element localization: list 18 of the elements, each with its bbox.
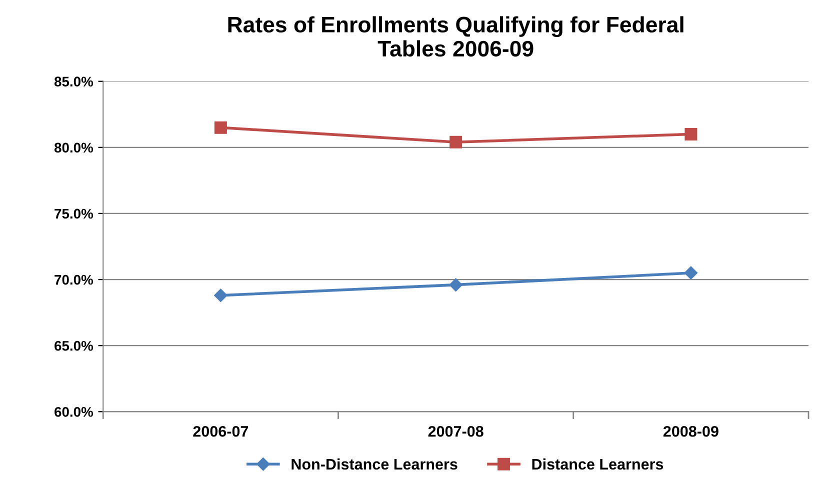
x-tick-label: 2006-07 xyxy=(193,426,248,437)
point xyxy=(214,288,228,302)
y-tick-label: 70.0% xyxy=(54,274,94,285)
legend-label: Distance Learners xyxy=(532,458,664,470)
y-tick-label: 65.0% xyxy=(54,340,94,351)
y-tick-label: 85.0% xyxy=(54,76,94,87)
y-tick-label: 80.0% xyxy=(54,142,94,153)
point xyxy=(684,266,698,280)
x-tick-label: 2007-08 xyxy=(428,426,484,437)
y-tick-label: 75.0% xyxy=(54,208,94,219)
legend-label: Non-Distance Learners xyxy=(292,458,458,470)
point xyxy=(684,128,698,140)
point xyxy=(449,278,462,292)
chart-title: Rates of Enrollments Qualifying for Federal Tables 2006-09 xyxy=(228,16,684,57)
y-tick-label: 60.0% xyxy=(54,406,94,417)
point xyxy=(450,136,462,148)
point xyxy=(214,121,227,134)
x-tick-label: 2008-09 xyxy=(663,426,718,437)
